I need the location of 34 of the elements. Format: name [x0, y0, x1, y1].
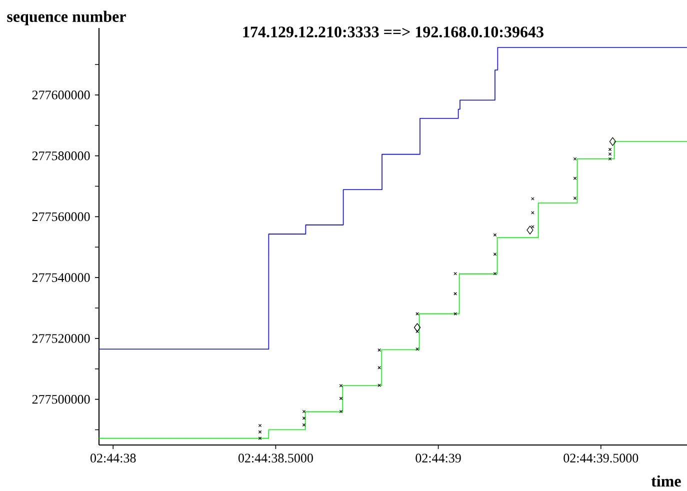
- x-tick-label: 02:44:38: [90, 454, 136, 463]
- y-tick-label: 277500000: [32, 394, 90, 404]
- point: [454, 272, 457, 276]
- x-tick-label: 02:44:39: [416, 454, 461, 463]
- point: [416, 347, 419, 351]
- y-axis-title: sequence number: [7, 10, 126, 26]
- point: [531, 197, 534, 200]
- point: [573, 196, 577, 200]
- point: [531, 211, 534, 214]
- y-tick-label: 277540000: [32, 273, 90, 282]
- point: [302, 423, 306, 427]
- y-tick-label: 277560000: [32, 212, 90, 222]
- y-tick-label: 277600000: [32, 90, 90, 100]
- x-tick-label: 02:44:39.5000: [564, 454, 638, 463]
- point: [339, 384, 343, 388]
- chart-title: 174.129.12.210:3333 ==> 192.168.0.10:39643: [243, 26, 544, 38]
- x-axis-title: time: [651, 475, 681, 487]
- point: [526, 226, 534, 234]
- point: [608, 157, 612, 161]
- point: [608, 148, 612, 152]
- point: [414, 323, 421, 332]
- point: [493, 252, 497, 256]
- point: [378, 348, 381, 352]
- point: [339, 396, 343, 400]
- y-tick-label: 277520000: [32, 334, 90, 343]
- point: [493, 272, 497, 276]
- point: [258, 430, 262, 434]
- point: [609, 137, 616, 146]
- point: [302, 416, 306, 420]
- x-tick-label: 02:44:38.5000: [238, 454, 313, 463]
- y-tick-label: 277580000: [32, 151, 90, 160]
- point: [573, 157, 577, 161]
- point: [258, 436, 262, 440]
- point: [573, 176, 577, 180]
